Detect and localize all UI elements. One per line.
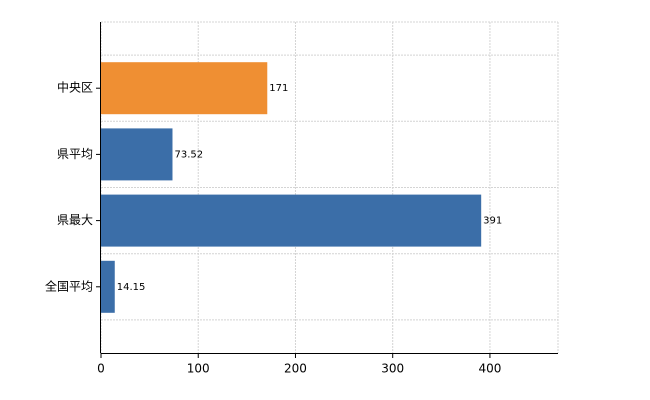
y-tick-label: 県最大	[57, 213, 93, 227]
x-tick-label: 400	[478, 362, 501, 376]
bar	[101, 62, 268, 115]
bar	[101, 128, 173, 181]
y-tick-label: 全国平均	[45, 278, 93, 293]
value-label: 391	[483, 216, 502, 227]
bar	[101, 194, 482, 247]
y-tick-label: 中央区	[57, 80, 93, 95]
x-tick-label: 0	[97, 362, 105, 376]
bar	[101, 260, 115, 313]
x-tick-label: 200	[284, 362, 307, 376]
y-tick-label: 県平均	[57, 147, 93, 161]
x-tick-label: 300	[381, 362, 404, 376]
value-label: 14.15	[117, 282, 146, 293]
x-tick-label: 100	[187, 362, 210, 376]
value-label: 171	[269, 83, 288, 94]
value-label: 73.52	[174, 149, 203, 160]
